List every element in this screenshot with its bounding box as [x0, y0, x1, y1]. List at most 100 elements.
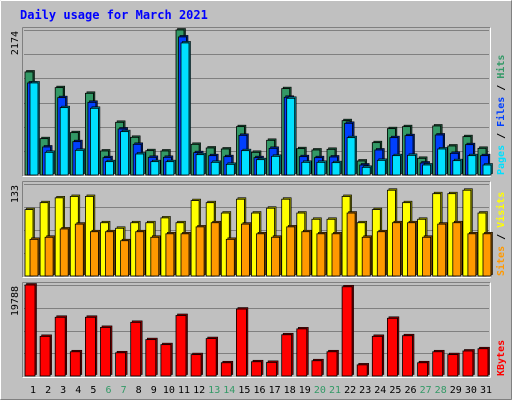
bar-sites-day-13: [210, 220, 221, 277]
bar-sites-day-29: [452, 220, 463, 277]
bar-kbytes-day-14: [220, 360, 234, 377]
legend-entry-pages: Pages: [496, 145, 507, 175]
x-tick-label: 22: [344, 385, 356, 396]
legend: Sites / Visits: [495, 192, 507, 276]
bar-face: [44, 236, 54, 277]
bar-sites-day-1: [29, 237, 40, 277]
bar-face: [376, 159, 386, 176]
bar-face: [422, 236, 432, 277]
bar-pages-day-14: [225, 162, 237, 176]
x-tick-label: 28: [435, 385, 447, 396]
bar-sites-day-6: [105, 229, 116, 277]
bar-pages-day-16: [256, 157, 267, 176]
bar-sites-day-23: [361, 235, 373, 277]
bar-face: [90, 231, 99, 277]
bar-sites-day-4: [74, 222, 86, 277]
x-tick-label: 6: [105, 385, 111, 396]
bar-pages-day-5: [90, 106, 101, 176]
bar-face: [417, 362, 429, 377]
bar-face: [69, 351, 81, 377]
bar-sites-day-5: [90, 229, 101, 277]
bar-face: [331, 162, 341, 176]
bar-sites-day-22: [346, 211, 357, 277]
bar-kbytes-day-1: [24, 283, 37, 377]
bar-pages-day-30: [467, 153, 478, 176]
bar-kbytes-day-13: [205, 336, 218, 377]
bar-kbytes-day-4: [69, 349, 83, 377]
bar-kbytes-day-21: [326, 349, 339, 377]
bar-kbytes-day-29: [447, 352, 460, 377]
bar-kbytes-day-30: [462, 349, 475, 377]
bar-kbytes-day-22: [341, 284, 354, 377]
bar-face: [44, 151, 54, 176]
legend-entry-kbytes: KBytes: [496, 340, 507, 376]
bar-pages-day-17: [271, 154, 282, 176]
bar-face: [316, 233, 326, 277]
bar-kbytes-day-10: [160, 342, 173, 377]
bar-face: [120, 131, 129, 176]
bar-pages-day-31: [482, 163, 493, 176]
bar-face: [271, 155, 281, 176]
bar-face: [371, 335, 383, 377]
bar-pages-day-27: [422, 163, 433, 176]
bar-kbytes-day-17: [266, 360, 279, 377]
bar-face: [240, 150, 250, 176]
bar-sites-day-17: [271, 235, 282, 277]
bar-pages-day-25: [391, 153, 403, 176]
bar-face: [240, 223, 250, 277]
bar-sites-day-30: [467, 232, 478, 277]
legend-separator: /: [496, 228, 507, 246]
bar-face: [437, 223, 447, 277]
bar-pages-day-7: [120, 129, 131, 176]
bar-face: [54, 316, 66, 377]
bar-face: [105, 231, 114, 277]
bar-face: [301, 161, 311, 176]
legend-entry-visits: Visits: [495, 192, 507, 228]
x-tick-label: 7: [121, 385, 127, 396]
bar-pages-day-1: [29, 81, 40, 176]
bar-face: [281, 334, 293, 377]
x-tick-label: 9: [151, 385, 157, 396]
bar-pages-day-11: [180, 41, 191, 176]
bar-kbytes-day-24: [371, 334, 385, 377]
bar-kbytes-day-31: [477, 346, 490, 377]
bar-face: [346, 137, 356, 176]
bar-sites-day-31: [482, 232, 493, 277]
bar-face: [432, 351, 444, 377]
bar-face: [24, 284, 36, 377]
bar-pages-day-2: [44, 150, 55, 176]
bar-pages-day-29: [452, 158, 463, 176]
bar-face: [407, 222, 416, 277]
bar-kbytes-day-27: [417, 360, 430, 377]
bar-face: [150, 236, 160, 277]
bar-face: [296, 328, 308, 377]
x-tick-label: 18: [284, 385, 296, 396]
bar-face: [235, 308, 247, 377]
bar-face: [462, 350, 474, 377]
bar-face: [90, 107, 99, 176]
bar-kbytes-day-7: [115, 350, 128, 377]
bar-sites-day-8: [135, 229, 146, 277]
bar-face: [210, 222, 220, 277]
x-tick-label: 24: [374, 385, 386, 396]
bar-face: [59, 107, 69, 176]
legend-separator: /: [496, 127, 507, 145]
panel-hits-files-pages: 2174 Pages / Files / Hits: [10, 27, 507, 177]
bar-face: [301, 231, 311, 277]
bar-face: [391, 222, 401, 277]
bar-pages-day-13: [210, 160, 221, 176]
bar-sites-day-24: [376, 229, 388, 277]
bar-face: [356, 364, 368, 377]
x-tick-label: 16: [253, 385, 265, 396]
legend: Pages / Files / Hits: [495, 55, 507, 175]
bar-face: [205, 338, 217, 377]
y-axis-max-label: 133: [10, 185, 21, 203]
bar-face: [225, 163, 235, 176]
bar-kbytes-day-11: [175, 313, 188, 377]
bar-pages-day-10: [165, 159, 176, 176]
x-tick-label: 2: [45, 385, 51, 396]
legend-entry-sites: Sites: [495, 246, 507, 276]
x-tick-label: 13: [208, 385, 220, 396]
bar-kbytes-day-19: [296, 327, 309, 377]
